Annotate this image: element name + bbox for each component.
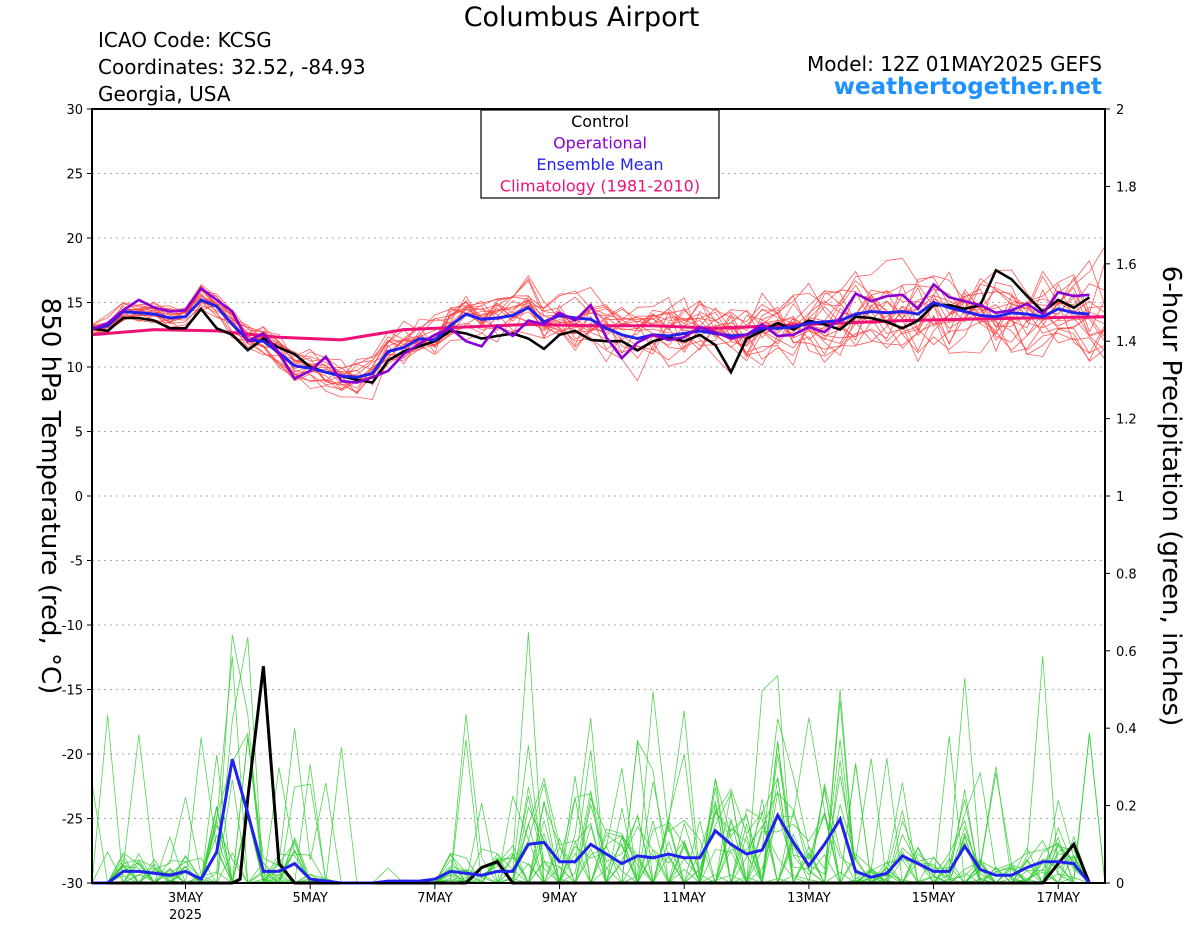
temperature-member-line <box>91 269 1106 386</box>
y2-tick-label: 2 <box>1116 103 1124 118</box>
y2-tick-label: 0.8 <box>1116 567 1137 582</box>
legend-entry: Ensemble Mean <box>536 155 663 174</box>
model-run: Model: 12Z 01MAY2025 GEFS <box>807 52 1102 76</box>
temperature-operational-line <box>91 282 1090 384</box>
icao-code: ICAO Code: KCSG <box>98 28 272 52</box>
region: Georgia, USA <box>98 82 231 106</box>
x-tick-sublabel: 2025 <box>169 908 202 923</box>
precip-member-line <box>92 736 1105 885</box>
y-tick-label: 25 <box>66 168 83 183</box>
y2-axis-title: 6-hour Precipitation (green, inches) <box>1156 266 1186 726</box>
y2-tick-label: 0.2 <box>1116 800 1137 815</box>
y-tick-label: 5 <box>75 426 83 441</box>
y-tick-label: 15 <box>66 297 83 312</box>
y-tick-label: 10 <box>66 361 83 376</box>
y-tick-label: -10 <box>62 619 83 634</box>
legend-entry: Operational <box>553 134 647 153</box>
precip-ensemble-mean-line <box>92 758 1091 885</box>
x-tick-label: 5MAY <box>293 891 328 906</box>
temperature-member-line <box>91 276 1106 393</box>
chart-title: Columbus Airport <box>463 2 700 33</box>
y2-tick-label: 1.8 <box>1116 180 1137 195</box>
coordinates: Coordinates: 32.52, -84.93 <box>98 55 366 79</box>
y2-tick-label: 1.4 <box>1116 335 1137 350</box>
y-tick-label: 0 <box>75 490 83 505</box>
y-tick-label: -5 <box>70 555 83 570</box>
y-tick-label: -20 <box>62 748 83 763</box>
temperature-member-line <box>91 270 1106 386</box>
legend-entry: Control <box>571 112 629 131</box>
temperature-ensemble-mean-line <box>91 298 1090 379</box>
y-tick-label: -30 <box>62 877 83 892</box>
y2-tick-label: 0 <box>1116 877 1124 892</box>
y-tick-label: -25 <box>62 813 83 828</box>
x-tick-label: 17MAY <box>1036 891 1080 906</box>
legend-entry: Climatology (1981-2010) <box>500 177 700 196</box>
y2-tick-label: 0.4 <box>1116 722 1137 737</box>
y-tick-label: 30 <box>66 103 83 118</box>
x-tick-label: 15MAY <box>912 891 956 906</box>
y-tick-label: -15 <box>62 684 83 699</box>
temperature-control-line <box>91 268 1091 384</box>
legend-box <box>480 109 720 199</box>
x-tick-label: 7MAY <box>417 891 452 906</box>
x-tick-label: 3MAY <box>168 891 203 906</box>
temperature-member-line <box>91 282 1106 392</box>
precip-member-line <box>92 732 1106 885</box>
site-link[interactable]: weathertogether.net <box>833 74 1102 100</box>
x-tick-label: 9MAY <box>542 891 577 906</box>
precip-control-line <box>92 666 1091 885</box>
y-tick-label: 20 <box>66 232 83 247</box>
precip-member-line <box>92 738 1105 885</box>
y2-tick-label: 1 <box>1116 490 1124 505</box>
y2-tick-label: 0.6 <box>1116 645 1137 660</box>
temperature-member-line <box>91 280 1106 390</box>
y-axis-title: 850 hPa Temperature (red, °C) <box>35 298 65 695</box>
x-tick-label: 11MAY <box>662 891 706 906</box>
y2-tick-label: 1.6 <box>1116 258 1137 273</box>
y2-tick-label: 1.2 <box>1116 413 1137 428</box>
x-tick-label: 13MAY <box>787 891 831 906</box>
temperature-member-line <box>91 278 1106 401</box>
